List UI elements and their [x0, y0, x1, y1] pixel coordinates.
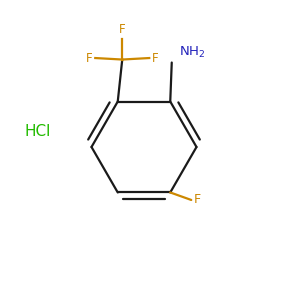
Text: F: F — [119, 23, 126, 36]
Text: F: F — [194, 194, 201, 206]
Text: HCl: HCl — [24, 124, 50, 140]
Text: F: F — [86, 52, 93, 64]
Text: NH$_2$: NH$_2$ — [179, 44, 206, 59]
Text: F: F — [152, 52, 158, 64]
